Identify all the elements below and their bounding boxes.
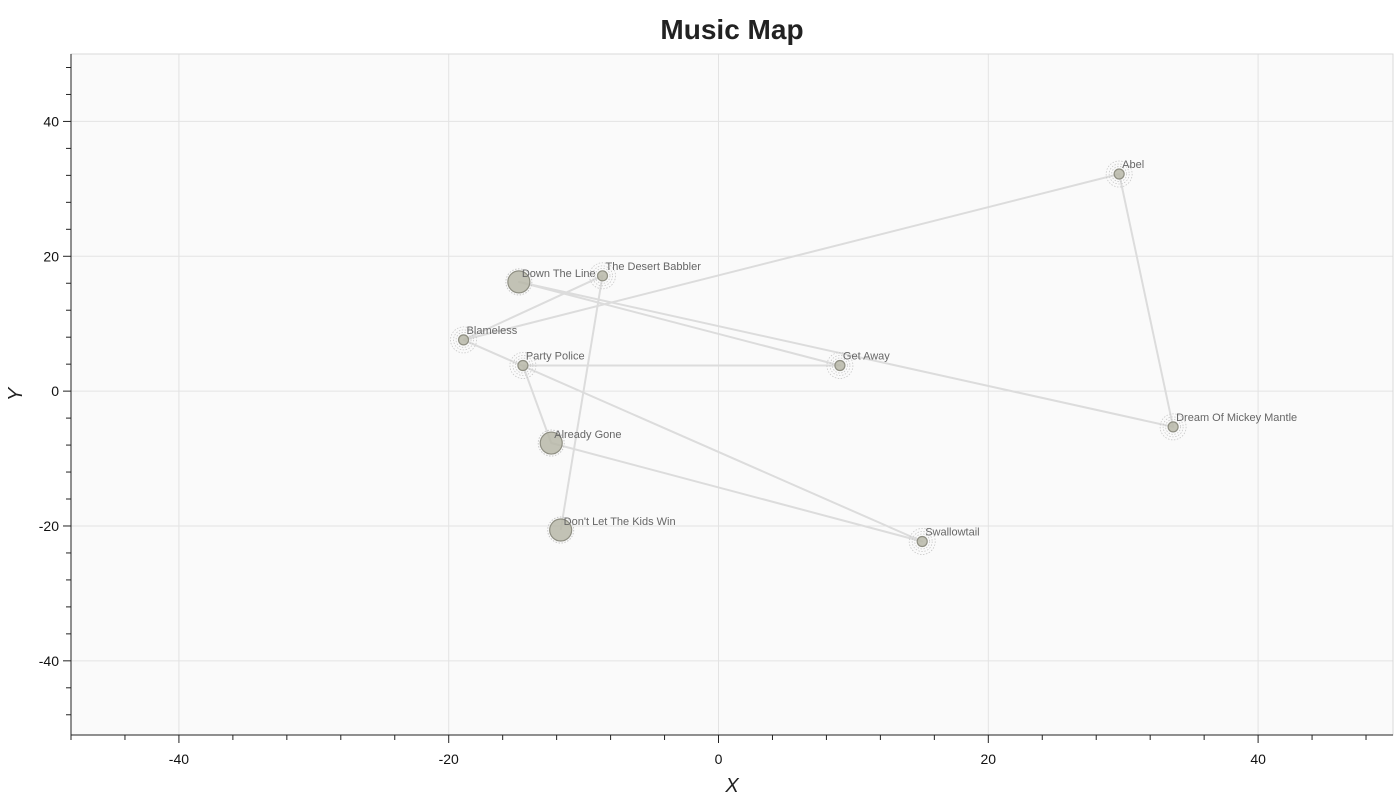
x-tick-label: 0 [715, 751, 723, 767]
y-tick-label: -20 [39, 518, 59, 534]
point-halo [505, 268, 533, 296]
point-halo [1105, 160, 1133, 188]
track-point-label: Party Police [526, 351, 585, 363]
y-tick-label: 40 [43, 113, 59, 129]
point-halo [1159, 413, 1187, 441]
track-point-label: Dream Of Mickey Mantle [1176, 412, 1297, 424]
point-halo [826, 352, 854, 379]
x-axis-label: X [724, 775, 739, 797]
point-halo [453, 329, 474, 351]
point-halo [589, 262, 616, 290]
track-point-label: Down The Line [522, 268, 596, 280]
x-tick-label: -40 [169, 751, 189, 767]
y-axis-label: Y [5, 386, 27, 401]
point-halo [1111, 166, 1128, 182]
point-halo [547, 516, 575, 544]
y-tick-label: 0 [51, 383, 59, 399]
track-point-label: Get Away [843, 351, 890, 363]
track-point[interactable] [916, 535, 928, 548]
x-tick-label: -20 [439, 751, 459, 767]
track-point[interactable] [549, 518, 573, 542]
track-point-label: Blameless [467, 325, 518, 337]
point-halo [914, 533, 931, 550]
point-halo [829, 355, 851, 376]
point-halo [512, 355, 534, 376]
point-halo [509, 352, 537, 379]
track-point-label: Swallowtail [925, 526, 979, 538]
plot-area [71, 54, 1393, 735]
track-point[interactable] [1167, 421, 1179, 433]
track-point-label: Abel [1122, 159, 1144, 171]
y-tick-label: 20 [43, 248, 59, 264]
y-tick-label: -40 [39, 653, 59, 669]
track-point[interactable] [834, 359, 846, 372]
x-tick-label: 20 [981, 751, 997, 767]
x-tick-label: 40 [1250, 751, 1266, 767]
point-halo [908, 528, 936, 555]
track-point-label: Already Gone [554, 429, 621, 441]
chart-title: Music Map [660, 14, 804, 45]
track-point[interactable] [1113, 168, 1125, 180]
track-point[interactable] [507, 270, 531, 294]
track-point-label: The Desert Babbler [605, 261, 701, 273]
track-point[interactable] [596, 270, 609, 282]
point-halo [515, 357, 531, 374]
point-halo [1162, 416, 1184, 438]
point-halo [911, 531, 933, 552]
point-halo [594, 267, 611, 284]
point-halo [537, 429, 565, 457]
point-halo [592, 265, 613, 287]
track-point[interactable] [539, 431, 563, 455]
track-point[interactable] [517, 359, 529, 372]
point-halo [450, 326, 477, 354]
point-halo [1165, 418, 1182, 435]
point-halo [455, 331, 472, 348]
track-point-label: Don't Let The Kids Win [564, 516, 676, 528]
track-point[interactable] [457, 334, 470, 346]
point-halo [1108, 163, 1130, 185]
point-halo [832, 357, 848, 374]
